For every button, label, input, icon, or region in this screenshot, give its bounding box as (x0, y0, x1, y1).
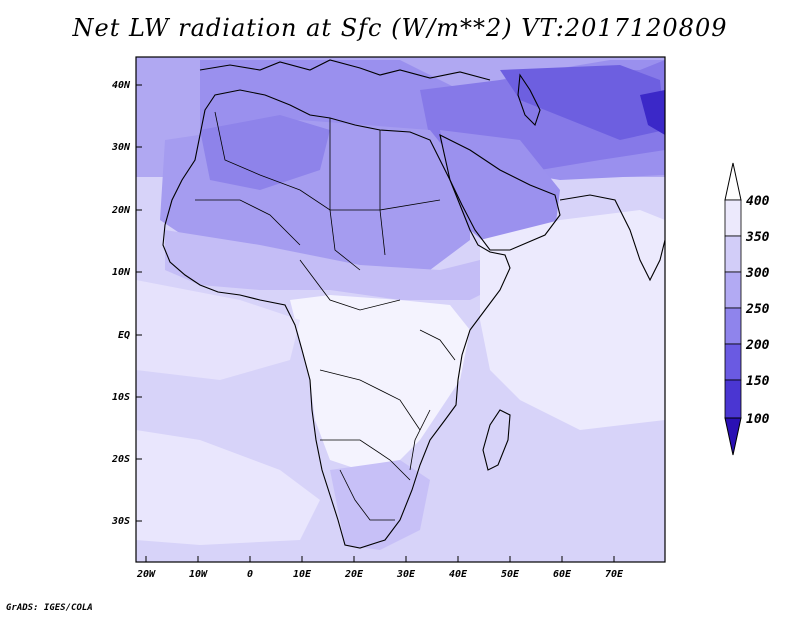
colorbar-segment (724, 271, 742, 309)
caspian-coast (517, 73, 541, 127)
field-indian-ocean (480, 210, 665, 430)
field-himalaya (640, 90, 665, 135)
colorbar-label-250: 250 (745, 302, 770, 317)
field-south-africa (330, 460, 430, 550)
colorbar-label-150: 150 (746, 374, 770, 389)
lat-tick-label: 30N (111, 142, 131, 153)
lon-tick-label: 0 (247, 569, 253, 580)
colorbar-segment (724, 343, 742, 381)
colorbar-segment (724, 379, 742, 419)
lon-axis: 20W 10W 0 10E 20E 30E 40E 50E 60E 70E (136, 556, 624, 580)
lon-tick-label: 20W (136, 569, 156, 580)
field-tropical-africa (290, 295, 470, 470)
colorbar: 400 350 300 250 200 150 100 (724, 162, 770, 456)
lon-tick-label: 10E (293, 569, 312, 580)
footer-credit: GrADS: IGES/COLA (6, 603, 93, 613)
lon-tick-label: 10W (189, 569, 208, 580)
lon-tick-label: 20E (344, 569, 364, 580)
madagascar (482, 409, 511, 471)
lat-axis: 40N 30N 20N 10N EQ 10S 20S 30S (111, 80, 142, 527)
asia-coast (559, 194, 665, 282)
arabia-coastline (439, 133, 561, 251)
colorbar-bottom-arrow (724, 417, 742, 456)
coastlines (162, 59, 665, 549)
field-arabia (440, 130, 560, 255)
lon-tick-label: 60E (553, 569, 572, 580)
colorbar-label-100: 100 (746, 412, 770, 427)
country-borders (195, 111, 456, 521)
colorbar-label-300: 300 (745, 266, 770, 281)
field-gulf-guinea (136, 280, 300, 380)
lat-tick-label: 20S (111, 454, 130, 465)
lat-tick-label: 30S (111, 516, 130, 527)
africa-coastline (162, 89, 511, 549)
colorbar-segment (724, 199, 742, 237)
lon-tick-label: 50E (501, 569, 520, 580)
colorbar-label-400: 400 (746, 194, 770, 209)
lat-tick-label: EQ (118, 330, 130, 341)
colorbar-segment (724, 235, 742, 273)
europe-coast (199, 59, 491, 81)
lon-tick-label: 70E (605, 569, 624, 580)
lat-tick-label: 40N (112, 80, 131, 91)
colorbar-top-arrow (724, 162, 742, 201)
colorbar-label-350: 350 (745, 230, 770, 245)
map-frame (135, 56, 666, 563)
field-south-atlantic (136, 430, 320, 545)
lon-tick-label: 30E (396, 569, 416, 580)
field-sahara-core (200, 115, 330, 190)
lat-tick-label: 10N (112, 267, 131, 278)
field-turkey-iran (500, 65, 665, 140)
colorbar-label-200: 200 (745, 338, 770, 353)
lat-tick-label: 10S (112, 392, 130, 403)
lat-tick-label: 20N (111, 205, 131, 216)
lon-tick-label: 40E (449, 569, 468, 580)
field-sahel (165, 230, 510, 300)
colorbar-segment (724, 307, 742, 345)
map-title: Net LW radiation at Sfc (W/m**2) VT:2017… (72, 14, 728, 42)
